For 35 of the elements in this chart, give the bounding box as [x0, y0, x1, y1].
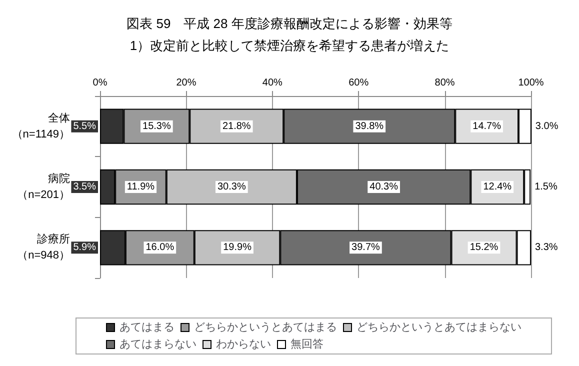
data-label: 11.9% — [126, 182, 155, 192]
legend-label: どちらかというとあてはまらない — [356, 322, 522, 334]
data-label: 3.5% — [73, 182, 96, 192]
legend-label: あてはまらない — [120, 338, 196, 350]
data-label: 21.8% — [222, 120, 251, 132]
data-label: 15.2% — [470, 242, 498, 254]
data-label: 40.3% — [370, 182, 398, 192]
data-label: 14.7% — [472, 120, 502, 132]
x-tick-label: 80% — [434, 78, 455, 88]
data-label: 16.0% — [146, 242, 174, 254]
data-label: 19.9% — [223, 242, 252, 254]
data-label: 12.4% — [483, 182, 512, 192]
legend-label: どちらかというとあてはまる — [194, 322, 337, 334]
x-tick-label: 0% — [92, 78, 108, 88]
y-tick-label: 病院（n=201） — [17, 172, 70, 201]
y-tick-label: 診療所（n=948） — [17, 232, 70, 262]
data-label: 39.8% — [355, 120, 384, 132]
legend-label: 無回答 — [290, 338, 324, 350]
data-label: 3.0% — [535, 120, 558, 132]
data-label: 3.3% — [535, 242, 558, 254]
legend-label: わからない — [216, 338, 271, 350]
y-tick-label: 全体（n=1149） — [12, 112, 70, 140]
chart-subtitle: 1）改定前と比較して禁煙治療を希望する患者が増えた — [130, 38, 450, 53]
legend-label: あてはまる — [120, 322, 174, 334]
data-label: 1.5% — [534, 182, 558, 192]
x-tick-label: 60% — [348, 78, 369, 88]
x-tick-label: 40% — [262, 78, 283, 88]
data-label: 30.3% — [217, 182, 246, 192]
x-tick-label: 100% — [518, 78, 544, 88]
x-tick-label: 20% — [176, 78, 196, 88]
chart-title: 図表 59 平成 28 年度診療報酬改定による影響・効果等 — [126, 16, 452, 31]
data-label: 39.7% — [352, 242, 380, 254]
data-label: 5.9% — [73, 242, 96, 254]
data-label: 5.5% — [73, 120, 96, 132]
data-label: 15.3% — [142, 120, 171, 132]
